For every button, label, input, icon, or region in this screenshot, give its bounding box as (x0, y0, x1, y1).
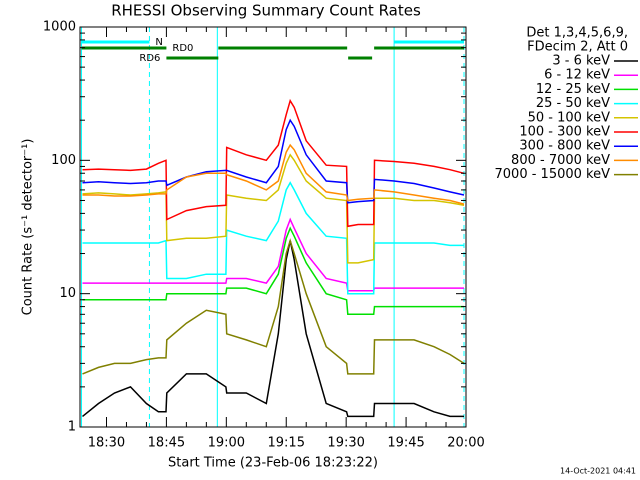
x-tick-label: 19:45 (387, 436, 424, 451)
series-line (82, 226, 464, 316)
series-line (82, 217, 464, 292)
series-line (82, 240, 464, 418)
y-tick-label: 100 (51, 153, 76, 168)
legend-label: 6 - 12 keV (544, 68, 610, 83)
legend-label: 100 - 300 keV (519, 125, 610, 140)
x-tick-label: 19:15 (268, 436, 305, 451)
series-line (82, 153, 465, 264)
y-axis-label: Count Rate (s⁻¹ detector⁻¹) (21, 139, 36, 316)
legend-label: 300 - 800 keV (519, 139, 610, 154)
x-tick-label: 20:00 (447, 436, 484, 451)
legend-label: 800 - 7000 keV (511, 153, 610, 168)
series-line (82, 98, 465, 228)
legend-label: 3 - 6 keV (552, 54, 610, 69)
legend-label: 7000 - 15000 keV (495, 167, 611, 182)
y-tick-label: 10 (59, 286, 76, 301)
y-tick-label: 1 (68, 420, 76, 435)
x-tick-label: 19:00 (208, 436, 245, 451)
plot-frame (79, 26, 467, 428)
series-line (82, 143, 465, 205)
series-line (82, 181, 464, 295)
x-axis-label: Start Time (23-Feb-06 18:23:22) (168, 456, 378, 471)
legend-header: Det 1,3,4,5,6,9, (526, 26, 628, 41)
flag-label: RD0 (172, 43, 193, 54)
legend-header: FDecim 2, Att 0 (527, 40, 628, 55)
series-line (82, 238, 465, 375)
footer: 14-Oct-2021 04:41 (560, 467, 636, 476)
legend-label: 50 - 100 keV (528, 110, 611, 125)
chart-title: RHESSI Observing Summary Count Rates (111, 2, 421, 20)
y-tick-label: 1000 (43, 20, 76, 35)
flag-label: N (155, 37, 162, 48)
flag-label: RD6 (139, 53, 160, 64)
x-tick-label: 18:30 (88, 436, 125, 451)
legend-label: 25 - 50 keV (536, 96, 610, 111)
series-line (82, 118, 465, 204)
x-tick-label: 19:30 (327, 436, 364, 451)
legend-label: 12 - 25 keV (536, 82, 610, 97)
x-tick-label: 18:45 (148, 436, 185, 451)
